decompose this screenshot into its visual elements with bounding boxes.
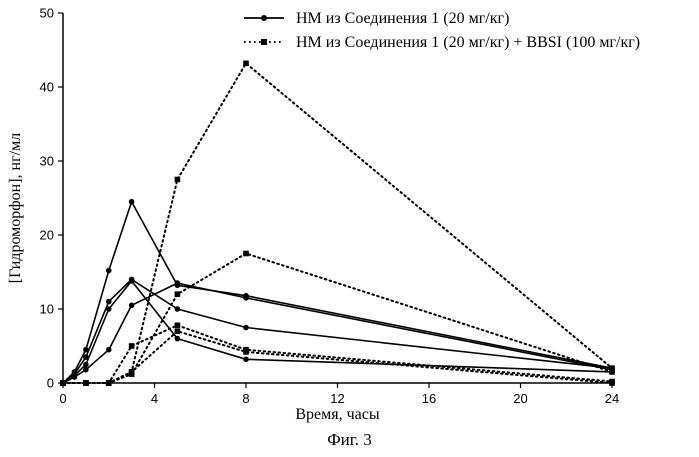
data-point-circle: [175, 280, 181, 286]
x-tick-label: 0: [59, 391, 66, 406]
data-point-circle: [106, 299, 112, 305]
series-line: [63, 63, 612, 383]
x-tick-label: 20: [513, 391, 527, 406]
data-point-circle: [129, 199, 135, 205]
data-point-square: [243, 61, 249, 67]
figure-caption: Фиг. 3: [0, 430, 699, 450]
data-point-circle: [83, 367, 89, 373]
y-tick-label: 30: [40, 154, 54, 169]
series-line: [63, 279, 612, 383]
x-tick-label: 8: [242, 391, 249, 406]
data-point-square: [83, 380, 89, 386]
series-line: [63, 281, 612, 383]
data-point-square: [175, 328, 181, 334]
chart-canvas: 0 10 20 30 40 50 0 4 8 12 16 20 24 Время, часы [Гидром…: [0, 0, 699, 430]
data-point-square: [609, 380, 615, 386]
data-point-square: [175, 177, 181, 183]
y-tick-label: 20: [40, 228, 54, 243]
data-point-circle: [60, 380, 66, 386]
data-point-circle: [243, 325, 249, 331]
data-point-circle: [129, 303, 135, 309]
data-point-circle: [175, 336, 181, 342]
legend-marker-circle: [261, 15, 267, 21]
legend-marker-square: [261, 39, 267, 45]
data-point-square: [106, 380, 112, 386]
data-point-circle: [106, 306, 112, 312]
data-point-circle: [106, 268, 112, 274]
y-tick-label: 10: [40, 302, 54, 317]
axes: 0 10 20 30 40 50 0 4 8 12 16 20 24 Время, часы [Гидром…: [7, 6, 619, 424]
legend-entry-1: НМ из Соединения 1 (20 мг/кг): [244, 10, 509, 27]
data-point-circle: [175, 306, 181, 312]
x-tick-label: 4: [151, 391, 158, 406]
series-line: [63, 283, 612, 383]
data-point-circle: [83, 362, 89, 368]
legend-entry-2: НМ из Соединения 1 (20 мг/кг) + BBSI (10…: [244, 34, 640, 51]
legend-label: НМ из Соединения 1 (20 мг/кг): [296, 10, 509, 27]
y-tick-label: 0: [47, 376, 54, 391]
x-tick-label: 24: [605, 391, 619, 406]
data-point-square: [129, 369, 135, 375]
series-layer: [60, 61, 615, 386]
y-axis-title: [Гидроморфон], нг/мл: [7, 133, 24, 283]
y-tick-label: 40: [40, 80, 54, 95]
y-tick-label: 50: [40, 6, 54, 21]
data-point-square: [175, 322, 181, 328]
legend-label: НМ из Соединения 1 (20 мг/кг) + BBSI (10…: [296, 34, 640, 51]
data-point-circle: [243, 357, 249, 363]
data-point-square: [243, 251, 249, 257]
series-line: [63, 202, 612, 383]
data-point-circle: [243, 295, 249, 301]
data-point-circle: [129, 278, 135, 284]
data-point-square: [129, 343, 135, 349]
data-point-square: [175, 291, 181, 297]
data-point-circle: [609, 367, 615, 373]
x-axis-title: Время, часы: [295, 406, 380, 423]
data-point-circle: [72, 374, 78, 380]
x-tick-label: 12: [330, 391, 344, 406]
series-solid-7: [60, 278, 615, 386]
data-point-circle: [106, 347, 112, 353]
data-point-square: [243, 349, 249, 355]
x-tick-label: 16: [422, 391, 436, 406]
legend: НМ из Соединения 1 (20 мг/кг) НМ из Соеди…: [244, 10, 640, 51]
